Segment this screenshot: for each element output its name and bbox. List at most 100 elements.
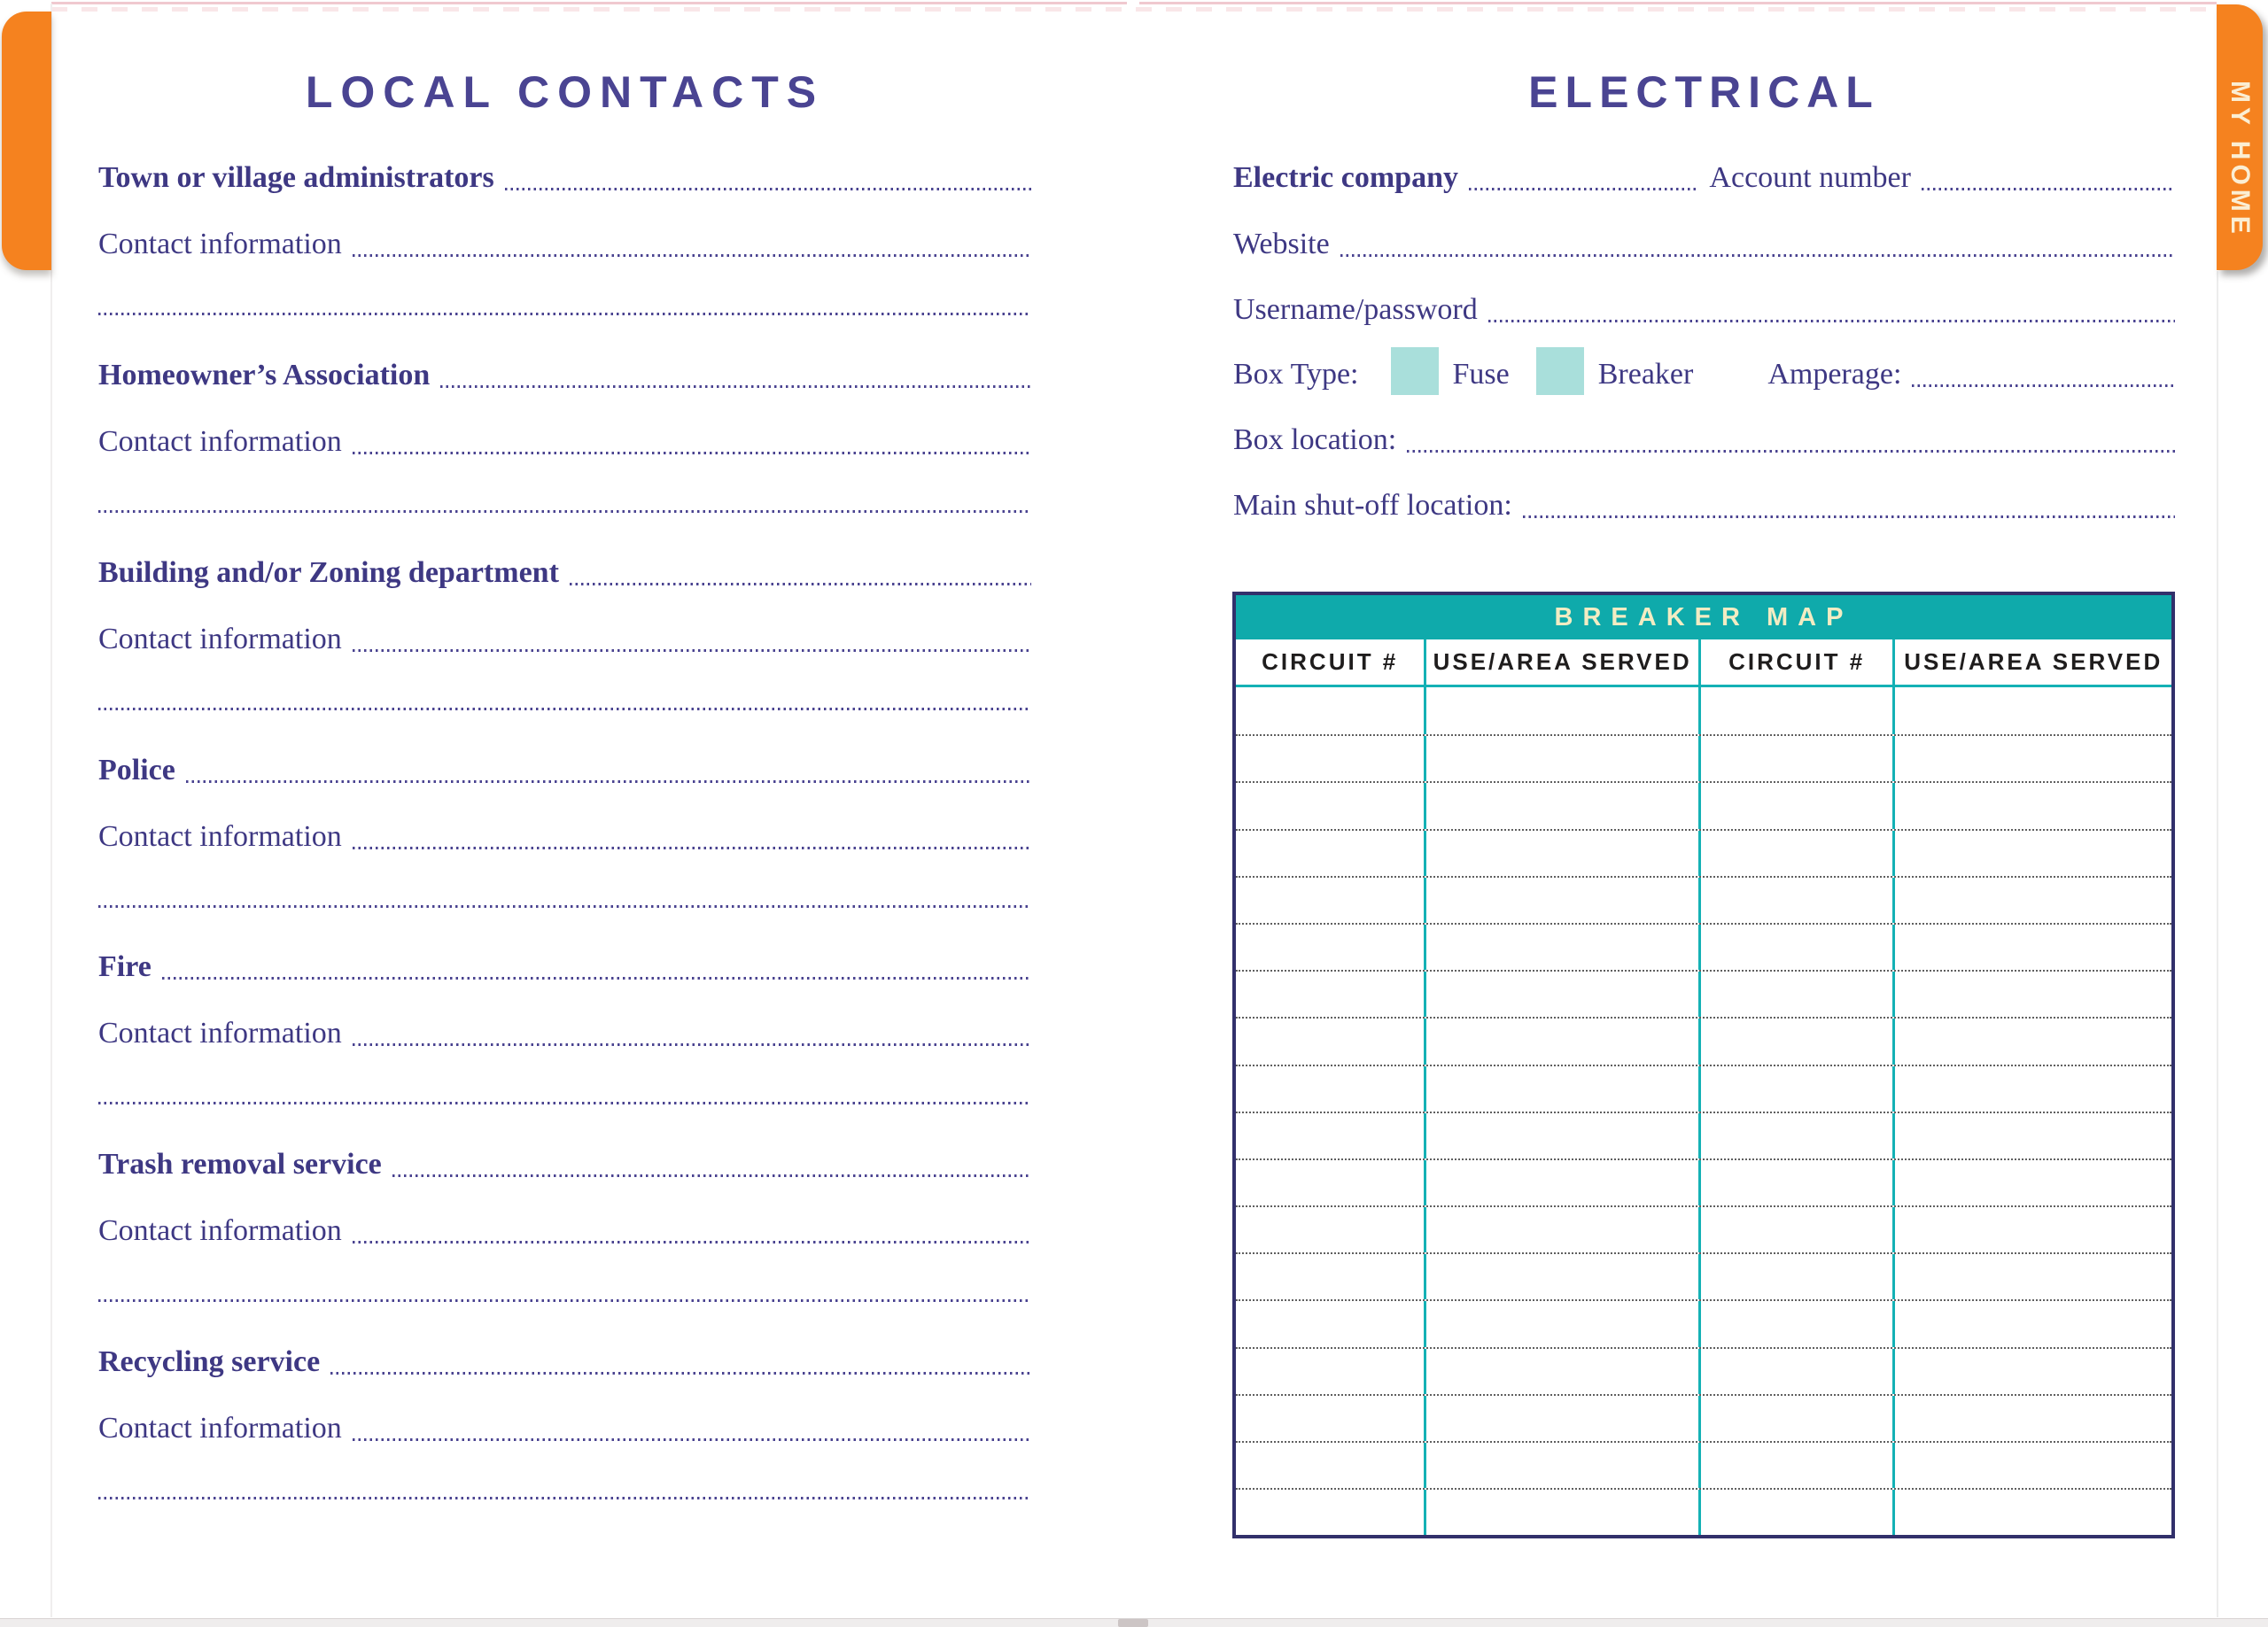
write-in-line[interactable] — [98, 510, 1031, 513]
use-area-served-cell[interactable] — [1426, 1443, 1701, 1489]
circuit-number-cell[interactable] — [1236, 924, 1427, 971]
circuit-number-cell[interactable] — [1701, 924, 1896, 971]
circuit-number-cell[interactable] — [1701, 783, 1896, 829]
circuit-number-cell[interactable] — [1701, 877, 1896, 923]
write-in-line[interactable] — [569, 583, 1031, 585]
circuit-number-cell[interactable] — [1236, 1019, 1427, 1065]
circuit-number-cell[interactable] — [1236, 830, 1427, 876]
circuit-number-cell[interactable] — [1701, 1065, 1896, 1112]
use-area-served-cell[interactable] — [1895, 1254, 2171, 1299]
section-tab-left[interactable] — [2, 12, 51, 270]
use-area-served-cell[interactable] — [1895, 1349, 2171, 1394]
use-area-served-cell[interactable] — [1426, 687, 1701, 735]
use-area-served-cell[interactable] — [1426, 1065, 1701, 1112]
circuit-number-cell[interactable] — [1236, 1159, 1427, 1206]
use-area-served-cell[interactable] — [1895, 925, 2171, 970]
write-in-line[interactable] — [98, 313, 1031, 315]
write-in-line[interactable] — [1340, 254, 2175, 257]
write-in-line[interactable] — [504, 188, 1031, 190]
use-area-served-cell[interactable] — [1895, 1019, 2171, 1064]
write-in-line[interactable] — [352, 847, 1031, 849]
fuse-checkbox[interactable] — [1390, 347, 1439, 395]
circuit-number-cell[interactable] — [1236, 783, 1427, 829]
write-in-line[interactable] — [352, 1043, 1031, 1046]
write-in-line[interactable] — [1921, 188, 2175, 190]
use-area-served-cell[interactable] — [1426, 1490, 1701, 1536]
write-in-line[interactable] — [440, 385, 1031, 388]
use-area-served-cell[interactable] — [1895, 1207, 2171, 1252]
use-area-served-cell[interactable] — [1895, 687, 2171, 734]
circuit-number-cell[interactable] — [1236, 877, 1427, 923]
use-area-served-cell[interactable] — [1426, 877, 1701, 923]
circuit-number-cell[interactable] — [1701, 1348, 1896, 1394]
circuit-number-cell[interactable] — [1701, 687, 1896, 735]
write-in-line[interactable] — [161, 977, 1031, 980]
circuit-number-cell[interactable] — [1236, 1348, 1427, 1394]
use-area-served-cell[interactable] — [1426, 1159, 1701, 1206]
use-area-served-cell[interactable] — [1895, 972, 2171, 1017]
circuit-number-cell[interactable] — [1701, 1254, 1896, 1300]
write-in-line[interactable] — [352, 1438, 1031, 1441]
circuit-number-cell[interactable] — [1701, 1395, 1896, 1441]
write-in-line[interactable] — [330, 1372, 1031, 1375]
circuit-number-cell[interactable] — [1701, 1112, 1896, 1158]
my-home-tab[interactable]: MY HOME — [2217, 4, 2263, 270]
circuit-number-cell[interactable] — [1236, 972, 1427, 1018]
write-in-line[interactable] — [98, 1299, 1031, 1302]
use-area-served-cell[interactable] — [1895, 831, 2171, 876]
write-in-line[interactable] — [1522, 515, 2175, 518]
use-area-served-cell[interactable] — [1895, 1113, 2171, 1158]
use-area-served-cell[interactable] — [1426, 1395, 1701, 1441]
use-area-served-cell[interactable] — [1895, 1160, 2171, 1205]
write-in-line[interactable] — [352, 254, 1031, 257]
write-in-line[interactable] — [98, 1497, 1031, 1499]
circuit-number-cell[interactable] — [1236, 1207, 1427, 1253]
use-area-served-cell[interactable] — [1895, 1301, 2171, 1346]
write-in-line[interactable] — [1469, 188, 1697, 190]
use-area-served-cell[interactable] — [1426, 1207, 1701, 1253]
write-in-line[interactable] — [185, 780, 1031, 783]
use-area-served-cell[interactable] — [1895, 878, 2171, 923]
breaker-checkbox[interactable] — [1535, 347, 1584, 395]
use-area-served-cell[interactable] — [1895, 1443, 2171, 1488]
use-area-served-cell[interactable] — [1426, 1112, 1701, 1158]
circuit-number-cell[interactable] — [1701, 1159, 1896, 1206]
use-area-served-cell[interactable] — [1426, 1348, 1701, 1394]
circuit-number-cell[interactable] — [1701, 1207, 1896, 1253]
write-in-line[interactable] — [1487, 320, 2175, 322]
circuit-number-cell[interactable] — [1236, 1490, 1427, 1536]
write-in-line[interactable] — [352, 1241, 1031, 1243]
circuit-number-cell[interactable] — [1236, 1254, 1427, 1300]
circuit-number-cell[interactable] — [1236, 1112, 1427, 1158]
use-area-served-cell[interactable] — [1426, 1019, 1701, 1065]
use-area-served-cell[interactable] — [1426, 736, 1701, 782]
circuit-number-cell[interactable] — [1701, 1443, 1896, 1489]
circuit-number-cell[interactable] — [1701, 1490, 1896, 1536]
write-in-line[interactable] — [98, 905, 1031, 908]
use-area-served-cell[interactable] — [1895, 736, 2171, 781]
circuit-number-cell[interactable] — [1701, 1301, 1896, 1347]
write-in-line[interactable] — [352, 452, 1031, 454]
use-area-served-cell[interactable] — [1426, 972, 1701, 1018]
use-area-served-cell[interactable] — [1426, 1254, 1701, 1300]
use-area-served-cell[interactable] — [1426, 830, 1701, 876]
circuit-number-cell[interactable] — [1236, 1443, 1427, 1489]
write-in-line[interactable] — [1912, 384, 2175, 387]
use-area-served-cell[interactable] — [1426, 924, 1701, 971]
write-in-line[interactable] — [392, 1174, 1031, 1177]
circuit-number-cell[interactable] — [1236, 687, 1427, 735]
circuit-number-cell[interactable] — [1236, 1065, 1427, 1112]
use-area-served-cell[interactable] — [1895, 1066, 2171, 1112]
circuit-number-cell[interactable] — [1236, 736, 1427, 782]
write-in-line[interactable] — [1407, 450, 2175, 453]
circuit-number-cell[interactable] — [1701, 736, 1896, 782]
write-in-line[interactable] — [98, 708, 1031, 710]
circuit-number-cell[interactable] — [1701, 972, 1896, 1018]
circuit-number-cell[interactable] — [1236, 1395, 1427, 1441]
use-area-served-cell[interactable] — [1426, 1301, 1701, 1347]
write-in-line[interactable] — [352, 649, 1031, 652]
write-in-line[interactable] — [98, 1102, 1031, 1104]
use-area-served-cell[interactable] — [1426, 783, 1701, 829]
use-area-served-cell[interactable] — [1895, 1396, 2171, 1441]
use-area-served-cell[interactable] — [1895, 1490, 2171, 1535]
